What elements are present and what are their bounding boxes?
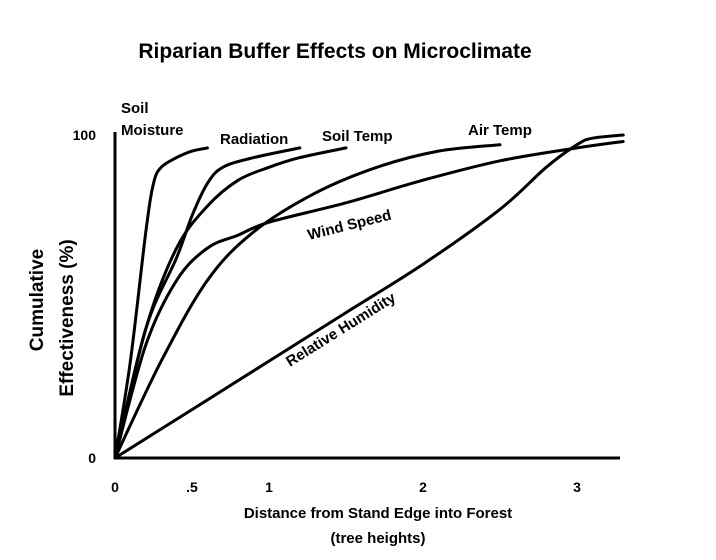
series-label-radiation: Radiation [220, 131, 288, 148]
x-axis-title-line-1: Distance from Stand Edge into Forest [244, 505, 512, 522]
series-label-air-temp: Air Temp [468, 122, 532, 139]
series-label-line: Air Temp [468, 122, 532, 139]
series-line-air-temp [113, 143, 502, 460]
x-axis-title-line-2: (tree heights) [330, 530, 425, 547]
x-tick-label: 0 [111, 479, 119, 495]
x-tick-label: 3 [573, 479, 581, 495]
series-label-line: Wind Speed [306, 207, 393, 244]
series-label-soil-temp: Soil Temp [322, 128, 393, 145]
x-tick-label: .5 [186, 479, 198, 495]
x-tick-label: 1 [265, 479, 273, 495]
series-line-radiation [113, 146, 302, 460]
x-tick-label: 2 [419, 479, 427, 495]
x-tick-labels: 0 .5 1 2 3 [111, 479, 581, 495]
y-tick-label: 0 [88, 450, 96, 466]
y-axis-title: Cumulative Effectiveness (%) [27, 239, 78, 396]
series-line-soil-temp [113, 146, 348, 460]
x-axis-title: Distance from Stand Edge into Forest (tr… [244, 505, 512, 547]
series-line-soil-moisture [113, 146, 209, 460]
series-curves [113, 133, 625, 460]
series-line-relative-humidity [113, 133, 625, 460]
series-label-line: Radiation [220, 131, 288, 148]
series-label-line: Relative Humidity [283, 289, 399, 370]
series-label-line: Soil [121, 100, 149, 117]
series-line-wind-speed [113, 140, 625, 460]
axes [113, 132, 620, 460]
series-label-soil-moisture: Soil Moisture [121, 100, 184, 139]
series-label-line: Moisture [121, 122, 184, 139]
y-tick-label: 100 [73, 127, 97, 143]
y-axis-title-line-2: Effectiveness (%) [57, 239, 78, 396]
series-label-relative-humidity: Relative Humidity [283, 289, 399, 370]
y-axis-title-line-1: Cumulative [27, 249, 48, 351]
chart-title: Riparian Buffer Effects on Microclimate [138, 40, 531, 63]
series-label-wind-speed: Wind Speed [306, 207, 393, 244]
series-label-line: Soil Temp [322, 128, 393, 145]
y-tick-labels: 0 100 [73, 127, 97, 466]
